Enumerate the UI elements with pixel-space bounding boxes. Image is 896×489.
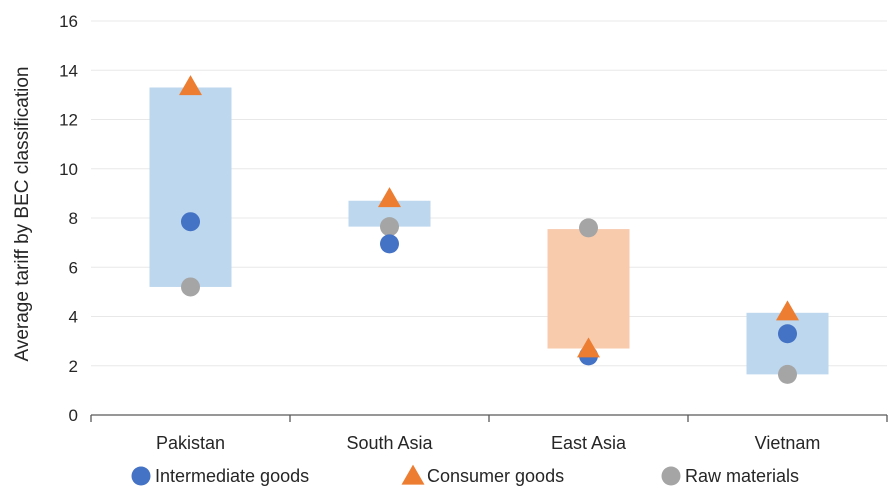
x-axis-ticks bbox=[90, 415, 888, 422]
data-point bbox=[579, 218, 598, 238]
legend: Intermediate goods Consumer goods Raw mate… bbox=[131, 464, 799, 486]
range-bar bbox=[746, 312, 829, 375]
data-point bbox=[179, 75, 202, 96]
y-axis-title: Average tariff by BEC classification bbox=[12, 67, 33, 362]
y-tick-label: 2 bbox=[69, 357, 78, 376]
y-tick-label: 6 bbox=[69, 258, 78, 277]
range-bars bbox=[149, 87, 829, 375]
data-point bbox=[776, 300, 799, 321]
legend-label: Consumer goods bbox=[427, 466, 564, 486]
data-point bbox=[778, 324, 797, 344]
data-point bbox=[181, 212, 200, 232]
data-point bbox=[380, 217, 399, 237]
range-bar bbox=[149, 87, 232, 287]
legend-label: Intermediate goods bbox=[155, 466, 309, 486]
data-point bbox=[778, 364, 797, 384]
data-point bbox=[378, 187, 401, 208]
y-tick-label: 12 bbox=[59, 111, 78, 130]
legend-marker bbox=[661, 466, 681, 486]
x-category-label: East Asia bbox=[551, 433, 627, 453]
legend-marker bbox=[401, 464, 425, 485]
data-point bbox=[181, 277, 200, 297]
range-bar bbox=[547, 229, 630, 349]
y-tick-label: 10 bbox=[59, 160, 78, 179]
y-tick-label: 16 bbox=[59, 12, 78, 31]
y-tick-label: 8 bbox=[69, 209, 78, 228]
x-category-label: South Asia bbox=[346, 433, 433, 453]
x-axis-category-labels: Pakistan South Asia East Asia Vietnam bbox=[156, 433, 820, 453]
y-axis-tick-labels: 0 2 4 6 8 10 12 14 16 bbox=[59, 12, 78, 425]
x-category-label: Pakistan bbox=[156, 433, 225, 453]
y-tick-label: 4 bbox=[69, 308, 78, 327]
y-tick-label: 0 bbox=[69, 406, 78, 425]
y-tick-label: 14 bbox=[59, 61, 78, 80]
legend-marker bbox=[131, 466, 151, 486]
legend-label: Raw materials bbox=[685, 466, 799, 486]
x-category-label: Vietnam bbox=[755, 433, 821, 453]
data-point bbox=[577, 337, 600, 358]
data-point bbox=[380, 234, 399, 254]
data-markers bbox=[179, 75, 799, 384]
